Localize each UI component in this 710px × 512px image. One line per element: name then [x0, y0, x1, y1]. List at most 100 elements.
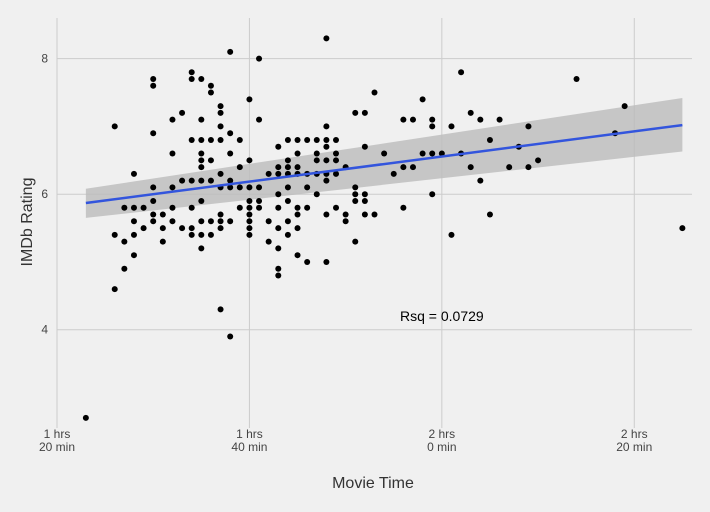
data-point: [275, 191, 282, 198]
data-point: [198, 231, 205, 238]
data-point: [159, 225, 166, 232]
data-point: [333, 136, 340, 143]
data-point: [169, 150, 176, 157]
data-point: [207, 177, 214, 184]
data-point: [256, 55, 263, 62]
x-tick-label-minutes: 0 min: [427, 440, 456, 454]
y-tick-label: 4: [41, 323, 48, 337]
data-point: [333, 204, 340, 211]
data-point: [246, 218, 253, 225]
data-point: [159, 238, 166, 245]
data-point: [188, 136, 195, 143]
data-point: [227, 333, 234, 340]
data-point: [429, 150, 436, 157]
data-point: [352, 109, 359, 116]
data-point: [275, 245, 282, 252]
data-point: [352, 184, 359, 191]
data-point: [525, 164, 532, 171]
data-point: [217, 123, 224, 130]
data-point: [419, 96, 426, 103]
data-point: [236, 136, 243, 143]
data-point: [323, 258, 330, 265]
data-point: [333, 150, 340, 157]
data-point: [198, 197, 205, 204]
data-point: [284, 218, 291, 225]
data-point: [275, 272, 282, 279]
data-point: [217, 218, 224, 225]
data-point: [246, 157, 253, 164]
data-point: [169, 116, 176, 123]
data-point: [304, 258, 311, 265]
data-point: [198, 164, 205, 171]
rsq-annotation: Rsq = 0.0729: [400, 308, 484, 324]
data-point: [246, 204, 253, 211]
data-point: [323, 143, 330, 150]
data-point: [679, 225, 686, 232]
data-point: [246, 225, 253, 232]
confidence-band: [85, 97, 683, 218]
data-point: [458, 69, 465, 76]
data-point: [275, 204, 282, 211]
data-point: [352, 238, 359, 245]
data-point: [400, 204, 407, 211]
x-tick-label-minutes: 20 min: [39, 440, 75, 454]
data-point: [284, 231, 291, 238]
data-point: [169, 218, 176, 225]
data-point: [294, 150, 301, 157]
data-point: [256, 116, 263, 123]
x-tick-label: 2 hrs 0 min: [427, 427, 456, 454]
data-point: [477, 177, 484, 184]
y-tick-label: 6: [41, 187, 48, 201]
data-point: [275, 164, 282, 171]
data-point: [227, 48, 234, 55]
data-point: [265, 238, 272, 245]
data-point: [150, 82, 157, 89]
data-point: [361, 143, 368, 150]
data-point: [246, 96, 253, 103]
data-point: [429, 191, 436, 198]
data-point: [371, 89, 378, 96]
data-point: [246, 197, 253, 204]
data-point: [150, 211, 157, 218]
data-point: [419, 150, 426, 157]
data-point: [467, 109, 474, 116]
data-point: [246, 184, 253, 191]
data-point: [467, 164, 474, 171]
data-point: [150, 184, 157, 191]
data-point: [496, 116, 503, 123]
data-point: [294, 211, 301, 218]
data-point: [159, 211, 166, 218]
data-point: [313, 191, 320, 198]
data-point: [265, 218, 272, 225]
data-point: [207, 136, 214, 143]
data-point: [313, 150, 320, 157]
data-point: [448, 231, 455, 238]
data-point: [573, 75, 580, 82]
data-point: [275, 225, 282, 232]
y-tick-label: 8: [41, 52, 48, 66]
data-point: [198, 157, 205, 164]
data-point: [217, 225, 224, 232]
data-point: [130, 218, 137, 225]
data-point: [275, 265, 282, 272]
data-point: [198, 75, 205, 82]
data-point: [111, 286, 118, 293]
data-point: [352, 191, 359, 198]
data-point: [198, 245, 205, 252]
data-point: [236, 184, 243, 191]
x-tick-label-hours: 1 hrs: [44, 427, 71, 441]
data-point: [227, 150, 234, 157]
data-point: [227, 184, 234, 191]
data-point: [294, 136, 301, 143]
x-tick-label-hours: 1 hrs: [236, 427, 263, 441]
data-point: [284, 197, 291, 204]
data-point: [198, 150, 205, 157]
data-point: [284, 184, 291, 191]
data-point: [409, 164, 416, 171]
data-point: [207, 157, 214, 164]
x-tick-label-minutes: 20 min: [616, 440, 652, 454]
data-point: [448, 123, 455, 130]
